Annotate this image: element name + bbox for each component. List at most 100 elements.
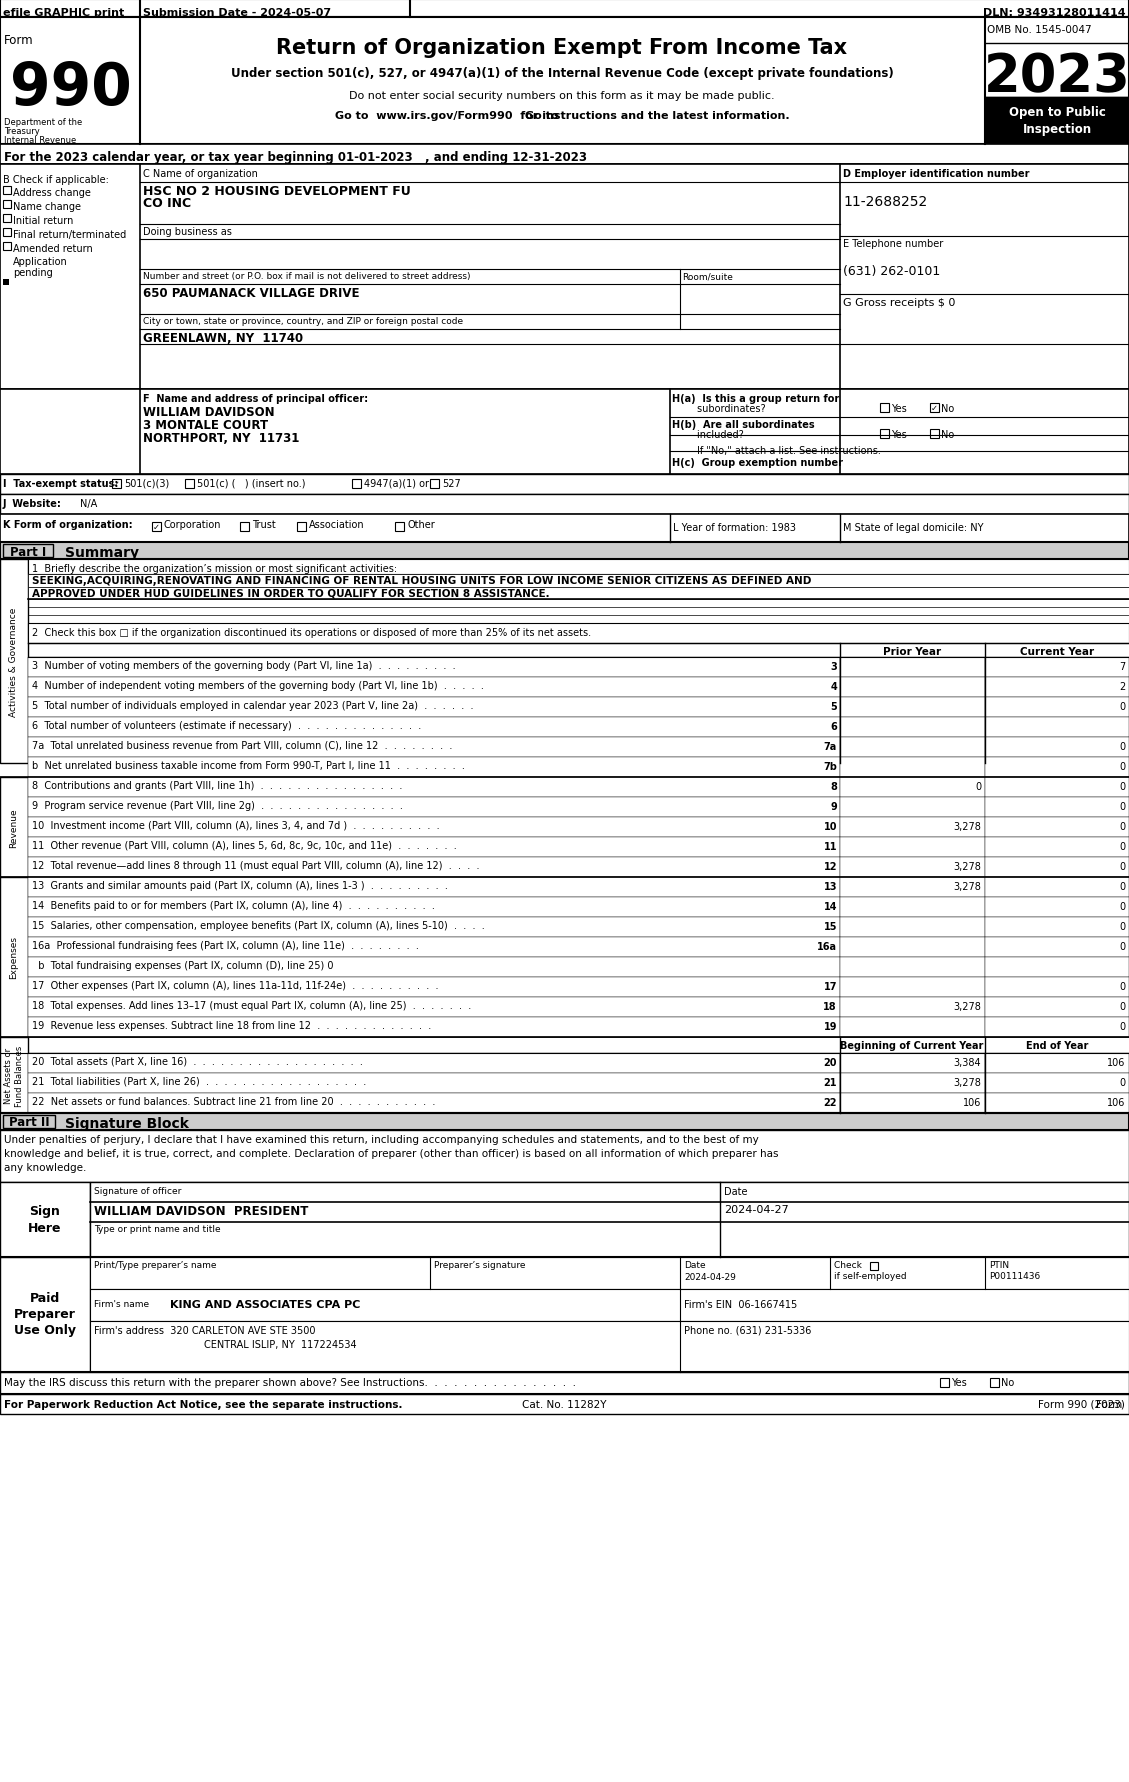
Bar bbox=[840, 918, 984, 937]
Text: 11: 11 bbox=[823, 841, 837, 852]
Bar bbox=[28, 1037, 1129, 1053]
Bar bbox=[940, 1377, 949, 1386]
Text: Activities & Governance: Activities & Governance bbox=[9, 608, 18, 716]
Bar bbox=[984, 757, 1129, 777]
Bar bbox=[840, 978, 984, 998]
Bar bbox=[3, 545, 53, 558]
Bar bbox=[840, 877, 984, 898]
Text: Net Assets or
Fund Balances: Net Assets or Fund Balances bbox=[5, 1044, 24, 1107]
Bar bbox=[0, 390, 1129, 474]
Bar bbox=[90, 1320, 1129, 1372]
Text: Firm's address  320 CARLETON AVE STE 3500: Firm's address 320 CARLETON AVE STE 3500 bbox=[94, 1326, 315, 1335]
Text: WILLIAM DAVIDSON: WILLIAM DAVIDSON bbox=[143, 406, 274, 419]
Text: 14: 14 bbox=[823, 902, 837, 911]
Text: 7: 7 bbox=[1119, 661, 1124, 672]
Bar bbox=[152, 522, 161, 531]
Bar bbox=[28, 624, 1129, 643]
Text: Open to Public
Inspection: Open to Public Inspection bbox=[1008, 105, 1105, 135]
Bar bbox=[840, 1073, 984, 1094]
Bar bbox=[28, 697, 840, 718]
Text: Final return/terminated: Final return/terminated bbox=[14, 230, 126, 241]
Text: 0: 0 bbox=[974, 782, 981, 791]
Text: KING AND ASSOCIATES CPA PC: KING AND ASSOCIATES CPA PC bbox=[170, 1299, 360, 1310]
Bar bbox=[3, 228, 11, 237]
Bar bbox=[840, 937, 984, 957]
Text: 4: 4 bbox=[830, 683, 837, 691]
Bar bbox=[879, 429, 889, 438]
Text: F  Name and address of principal officer:: F Name and address of principal officer: bbox=[143, 394, 368, 405]
Text: 3,278: 3,278 bbox=[953, 882, 981, 891]
Text: ✓: ✓ bbox=[154, 522, 160, 531]
Text: Revenue: Revenue bbox=[9, 807, 18, 846]
Text: OMB No. 1545-0047: OMB No. 1545-0047 bbox=[987, 25, 1092, 36]
Text: 16a  Professional fundraising fees (Part IX, column (A), line 11e)  .  .  .  .  : 16a Professional fundraising fees (Part … bbox=[32, 941, 419, 950]
Text: 0: 0 bbox=[1119, 921, 1124, 932]
Text: 9: 9 bbox=[830, 802, 837, 811]
Text: (631) 262-0101: (631) 262-0101 bbox=[843, 266, 940, 278]
Text: 2  Check this box □ if the organization discontinued its operations or disposed : 2 Check this box □ if the organization d… bbox=[32, 627, 592, 638]
Text: Return of Organization Exempt From Income Tax: Return of Organization Exempt From Incom… bbox=[277, 37, 848, 59]
Bar bbox=[984, 677, 1129, 697]
Bar bbox=[840, 838, 984, 857]
Bar bbox=[0, 560, 28, 763]
Text: Part II: Part II bbox=[9, 1116, 50, 1128]
Text: 18: 18 bbox=[823, 1001, 837, 1012]
Text: 2024-04-27: 2024-04-27 bbox=[724, 1205, 789, 1214]
Text: 21: 21 bbox=[823, 1078, 837, 1087]
Text: Check: Check bbox=[834, 1260, 865, 1269]
Text: DLN: 93493128011414: DLN: 93493128011414 bbox=[983, 7, 1126, 18]
Text: GREENLAWN, NY  11740: GREENLAWN, NY 11740 bbox=[143, 331, 303, 344]
Text: 16a: 16a bbox=[817, 941, 837, 952]
Text: 2023: 2023 bbox=[983, 52, 1129, 103]
Bar bbox=[984, 718, 1129, 738]
Text: 0: 0 bbox=[1119, 1001, 1124, 1012]
Bar bbox=[930, 429, 939, 438]
Text: 15: 15 bbox=[823, 921, 837, 932]
Text: C Name of organization: C Name of organization bbox=[143, 169, 257, 178]
Text: P00111436: P00111436 bbox=[989, 1271, 1040, 1279]
Bar bbox=[984, 838, 1129, 857]
Text: Do not enter social security numbers on this form as it may be made public.: Do not enter social security numbers on … bbox=[349, 91, 774, 102]
Text: Other: Other bbox=[406, 520, 435, 529]
Bar bbox=[28, 978, 840, 998]
Text: 106: 106 bbox=[963, 1098, 981, 1107]
Text: 10  Investment income (Part VIII, column (A), lines 3, 4, and 7d )  .  .  .  .  : 10 Investment income (Part VIII, column … bbox=[32, 820, 439, 830]
Bar bbox=[28, 588, 1129, 601]
Text: 7b: 7b bbox=[823, 761, 837, 772]
Text: Yes: Yes bbox=[891, 429, 907, 440]
Bar bbox=[28, 838, 840, 857]
Bar bbox=[28, 898, 840, 918]
Text: Sign
Here: Sign Here bbox=[28, 1205, 62, 1233]
Text: Expenses: Expenses bbox=[9, 936, 18, 978]
Bar bbox=[28, 738, 840, 757]
Bar bbox=[984, 98, 1129, 144]
Bar bbox=[0, 0, 1129, 18]
Text: K Form of organization:: K Form of organization: bbox=[3, 520, 132, 529]
Bar bbox=[3, 216, 11, 223]
Bar bbox=[0, 144, 1129, 166]
Bar bbox=[28, 757, 840, 777]
Bar bbox=[984, 738, 1129, 757]
Text: End of Year: End of Year bbox=[1026, 1041, 1088, 1050]
Text: 0: 0 bbox=[1119, 982, 1124, 991]
Bar bbox=[984, 877, 1129, 898]
Bar bbox=[28, 718, 840, 738]
Text: I  Tax-exempt status:: I Tax-exempt status: bbox=[3, 479, 119, 488]
Text: 17  Other expenses (Part IX, column (A), lines 11a-11d, 11f-24e)  .  .  .  .  . : 17 Other expenses (Part IX, column (A), … bbox=[32, 980, 438, 991]
Text: 19  Revenue less expenses. Subtract line 18 from line 12  .  .  .  .  .  .  .  .: 19 Revenue less expenses. Subtract line … bbox=[32, 1021, 431, 1030]
Bar bbox=[840, 1053, 984, 1073]
Bar bbox=[840, 957, 984, 978]
Text: Association: Association bbox=[309, 520, 365, 529]
Text: Firm's EIN  06-1667415: Firm's EIN 06-1667415 bbox=[684, 1299, 797, 1310]
Text: For Paperwork Reduction Act Notice, see the separate instructions.: For Paperwork Reduction Act Notice, see … bbox=[5, 1399, 403, 1410]
Text: 22  Net assets or fund balances. Subtract line 21 from line 20  .  .  .  .  .  .: 22 Net assets or fund balances. Subtract… bbox=[32, 1096, 436, 1107]
Text: 7a: 7a bbox=[824, 741, 837, 752]
Text: Beginning of Current Year: Beginning of Current Year bbox=[840, 1041, 983, 1050]
Bar bbox=[0, 1372, 1129, 1394]
Bar bbox=[0, 1130, 1129, 1181]
Bar bbox=[0, 1037, 28, 1114]
Bar bbox=[3, 242, 11, 251]
Text: 3,278: 3,278 bbox=[953, 822, 981, 832]
Text: Department of the: Department of the bbox=[5, 118, 82, 127]
Text: 106: 106 bbox=[1106, 1057, 1124, 1067]
